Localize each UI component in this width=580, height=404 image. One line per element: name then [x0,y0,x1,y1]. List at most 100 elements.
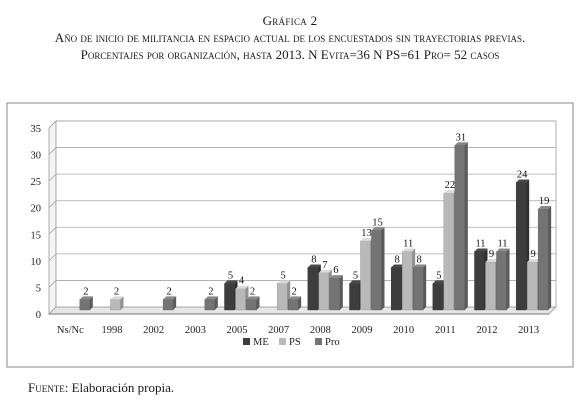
bar-PS [360,240,371,311]
bar-Pro [412,267,424,311]
bar-top-ME [307,264,321,268]
x-tick-label: 2013 [518,325,539,336]
bar-ME [515,182,527,311]
data-label: 22 [445,180,456,191]
data-label: 2 [83,286,88,297]
bar-top-PS [527,259,541,263]
bar-PS [485,261,496,311]
x-tick-label: 2008 [310,325,331,336]
gridline [48,173,556,182]
x-tick-label: 2012 [477,325,498,336]
bar-top-PS [235,285,249,289]
bar-ME [307,267,319,311]
bar-top-Pro [288,296,302,300]
x-tick-label: 2005 [227,325,248,336]
bar-top-PS [485,259,499,263]
legend-label: ME [253,337,269,348]
data-label: 7 [322,260,327,271]
y-tick-label: 25 [31,177,42,188]
y-tick-label: 10 [31,257,42,268]
source-note: Fuente: Elaboración propia. [28,380,174,396]
bar-top-PS [318,269,332,273]
data-label: 11 [475,239,485,250]
x-tick-label: 2010 [393,325,414,336]
data-label: 11 [403,239,413,250]
y-tick-label: 15 [31,230,42,241]
bar-top-ME [391,264,405,268]
data-label: 8 [395,254,400,265]
data-label: 19 [539,196,550,207]
bar-top-PS [402,248,416,252]
plot-back-wall [55,120,557,308]
y-tick-label: 0 [36,310,41,321]
bar-side-Pro [214,296,218,310]
bar-top-PS [277,280,291,284]
bar-side-Pro [464,142,468,310]
bar-top-Pro [538,206,552,210]
y-tick-label: 5 [36,283,41,294]
bar-side-Pro [548,206,552,310]
x-tick-label: 2009 [352,325,373,336]
bar-side-Pro [89,296,93,310]
bar-Pro [329,277,341,311]
figure-number: Gráfica 2 [262,13,318,28]
bar-Pro [454,145,466,311]
gridline [48,253,556,262]
bar-Pro [79,299,91,311]
bar-top-Pro [163,296,177,300]
data-label: 2 [114,286,119,297]
bar-PS [276,283,288,311]
gridline [48,280,556,288]
bar-top-Pro [496,248,510,252]
legend-label: PS [289,337,301,348]
bar-top-PS [360,237,374,241]
data-label: 8 [311,254,316,265]
data-label: 2 [167,286,172,297]
x-tick-label: 1998 [102,325,123,336]
bar-side-Pro [506,248,510,310]
chart-side-wall [48,120,57,315]
y-tick-label: 35 [31,124,42,135]
legend-swatch-Pro [315,338,322,345]
bar-PS [318,272,330,311]
gridline [48,147,556,155]
x-tick-label: 2002 [143,325,164,336]
data-label: 2 [208,286,213,297]
bar-ME [390,267,402,311]
data-label: 5 [281,270,286,281]
legend-label: Pro [325,337,340,348]
bar-ME [349,283,360,311]
bar-Pro [246,299,257,311]
data-label: 11 [497,239,507,250]
bar-top-ME [474,248,488,252]
source-text: Elaboración propia. [71,380,175,395]
source-label: Fuente: [28,380,69,395]
data-label: 15 [372,217,383,228]
bar-top-Pro [79,296,93,300]
x-tick-label: 2007 [268,325,289,336]
bar-top-ME [349,280,363,284]
bar-top-Pro [413,264,427,268]
bar-top-PS [443,190,457,194]
bar-side-Pro [256,296,260,310]
bar-side-Pro [423,264,427,310]
data-label: 2 [250,286,255,297]
bar-PS [110,299,121,311]
bar-PS [401,251,413,311]
data-label: 9 [531,249,536,260]
bar-ME [474,251,485,311]
bar-Pro [204,299,216,311]
x-tick-label: 2003 [185,325,206,336]
bar-ME [432,283,444,311]
data-label: 13 [361,228,372,239]
bar-top-ME [516,179,530,183]
bar-PS [443,192,455,311]
bar-top-Pro [329,275,343,279]
bar-side-Pro [339,275,343,310]
data-label: 5 [353,270,358,281]
x-tick-label: 2011 [435,325,456,336]
bar-ME [224,283,235,311]
bar-top-PS [110,296,124,300]
bar-top-Pro [204,296,218,300]
